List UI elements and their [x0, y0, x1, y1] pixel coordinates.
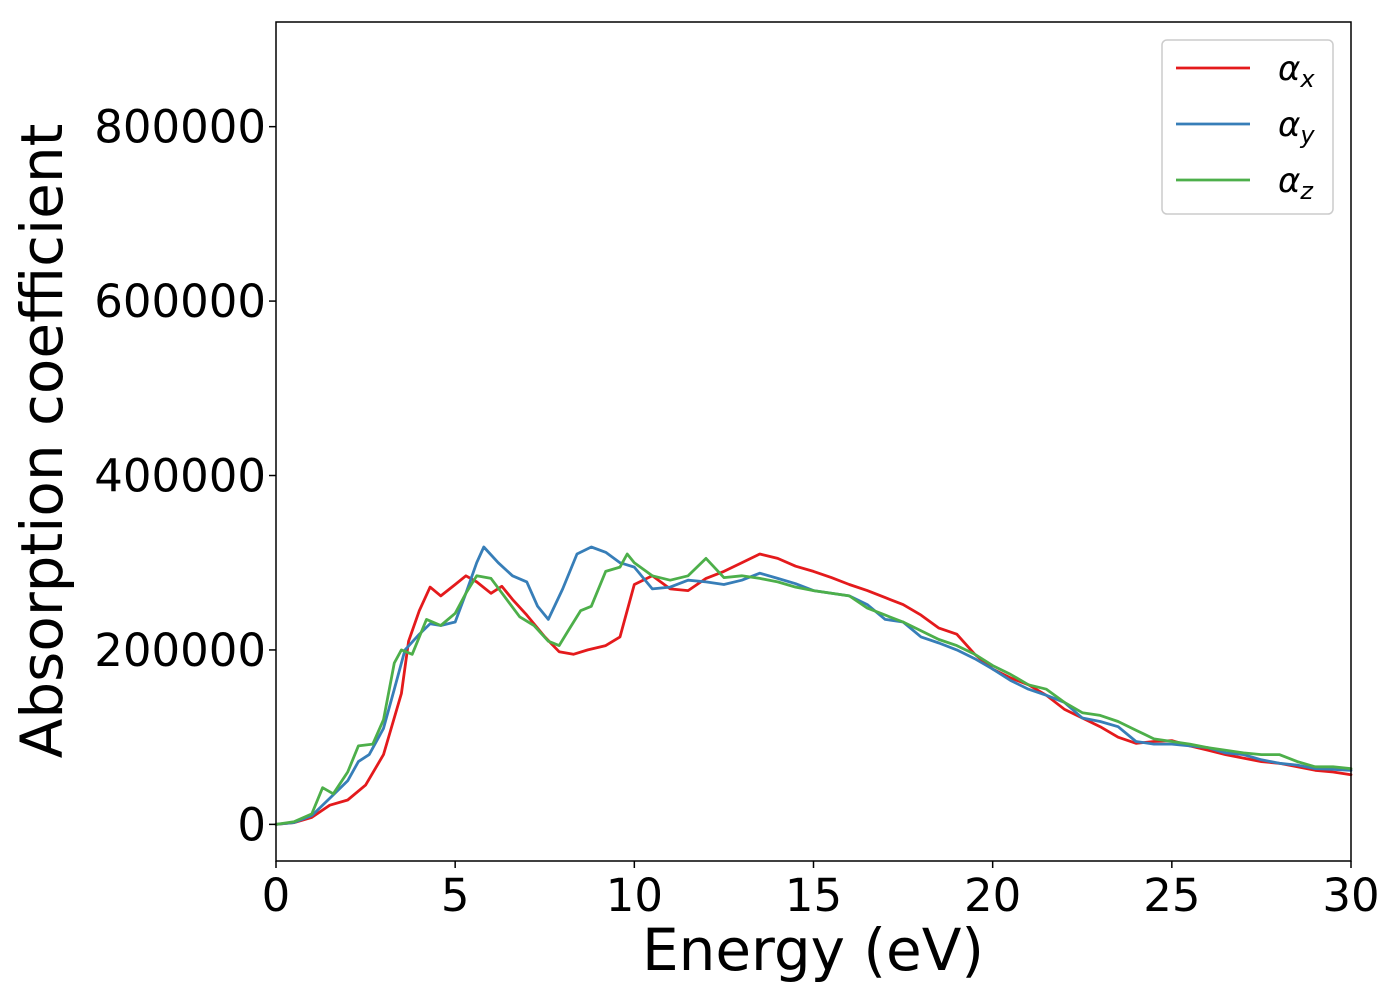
legend-box: [1161, 39, 1334, 215]
x-tick-label: 25: [1143, 869, 1200, 922]
legend-label-x: αx: [1278, 49, 1315, 93]
y-axis-title: Absorption coefficient: [8, 124, 76, 759]
series-line-z: [274, 552, 1353, 826]
x-tick-label: 5: [441, 869, 470, 922]
y-tick-label: 400000: [94, 450, 266, 503]
x-tick-label: 20: [964, 869, 1021, 922]
y-tick-label: 200000: [94, 624, 266, 677]
series-line-x: [274, 552, 1353, 826]
y-tick-label: 800000: [94, 101, 266, 154]
y-ticks: 0 200000 400000 600000 800000: [94, 101, 276, 851]
x-axis-title: Energy (eV): [642, 916, 984, 984]
y-tick-label: 0: [237, 798, 266, 851]
x-tick-label: 0: [262, 869, 291, 922]
legend-label-z: αz: [1278, 161, 1314, 205]
legend-label-y: αy: [1278, 105, 1315, 149]
x-tick-label: 15: [785, 869, 842, 922]
legend: αx αy αz: [1161, 39, 1334, 215]
x-tick-label: 10: [606, 869, 663, 922]
y-tick-label: 600000: [94, 275, 266, 328]
x-ticks: 0 5 10 15 20 25 30: [262, 861, 1380, 922]
x-tick-label: 30: [1322, 869, 1379, 922]
series-layer: [274, 545, 1353, 826]
